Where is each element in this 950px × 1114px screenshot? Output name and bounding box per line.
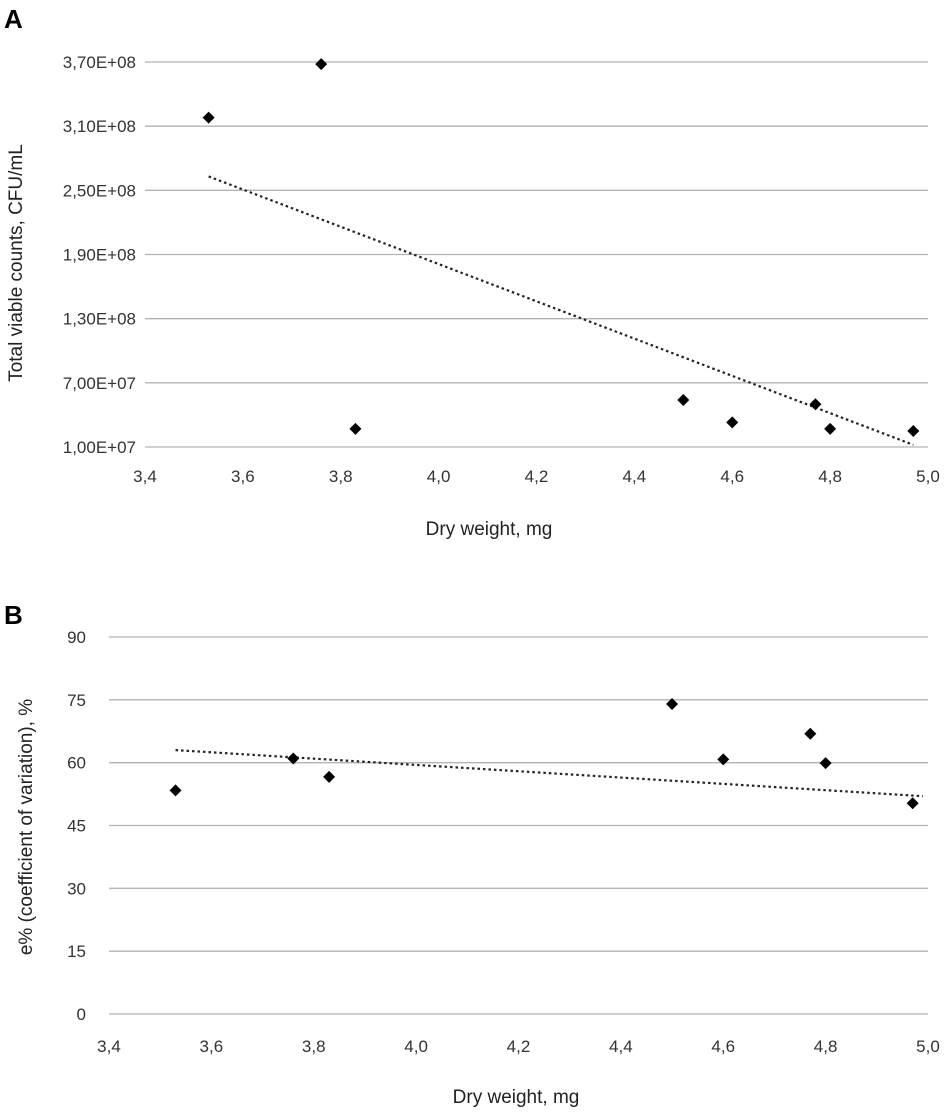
panel-a-x-tick-label: 3,4 (133, 467, 157, 486)
panel-a-data-point (824, 422, 837, 435)
panel-b-points (169, 698, 919, 810)
panel-a-points (202, 58, 920, 437)
panel-a-y-tick-label: 3,10E+08 (63, 117, 136, 136)
panel-b-trendline-group (175, 749, 923, 798)
panel-b-data-point (906, 797, 919, 810)
panel-a-y-tick-label: 1,30E+08 (63, 310, 136, 329)
panel-a-y-ticks: 1,00E+07 7,00E+07 1,30E+08 1,90E+08 2,50E+08… (63, 53, 136, 457)
panel-b-y-tick-label: 45 (67, 817, 86, 836)
panel-b-gridlines (109, 636, 928, 1015)
panel-a-data-point (907, 424, 920, 437)
panel-b-y-ticks: 0 15 30 45 60 75 90 (67, 628, 86, 1024)
panel-a-data-point (726, 416, 739, 429)
panel-b-x-tick-label: 4,4 (609, 1037, 633, 1056)
panel-a-x-tick-label: 4,0 (427, 467, 451, 486)
panel-b-data-point (323, 770, 336, 783)
panel-a-y-tick-label: 2,50E+08 (63, 181, 136, 200)
panel-a-letter: A (4, 4, 23, 34)
panel-b-x-tick-label: 5,0 (916, 1037, 940, 1056)
panel-a-trendline-group (208, 175, 914, 446)
panel-a-data-point (349, 422, 362, 435)
panel-a-data-point (202, 111, 215, 124)
panel-a-x-ticks: 3,4 3,6 3,8 4,0 4,2 4,4 4,6 4,8 5,0 (133, 467, 940, 486)
panel-a-y-axis-title: Total viable counts, CFU/mL (6, 144, 27, 382)
panel-b-letter: B (4, 600, 23, 630)
panel-a-x-tick-label: 5,0 (916, 467, 940, 486)
panel-a: A 1,00E+07 7,00E+07 1,30E+08 1,90E+08 2,50E+… (4, 4, 940, 540)
panel-a-x-tick-label: 4,8 (818, 467, 842, 486)
panel-b-trendline (175, 749, 923, 798)
panel-b-x-tick-label: 3,8 (302, 1037, 326, 1056)
panel-a-x-axis-title: Dry weight, mg (426, 519, 553, 540)
panel-a-x-tick-label: 4,2 (525, 467, 549, 486)
panel-b-y-tick-label: 90 (67, 628, 86, 647)
panel-a-x-tick-label: 4,4 (623, 467, 647, 486)
panel-a-data-point (809, 398, 822, 411)
panel-b-data-point (666, 698, 679, 711)
panel-b-x-ticks: 3,4 3,6 3,8 4,0 4,2 4,4 4,6 4,8 5,0 (97, 1037, 940, 1056)
panel-b-x-tick-label: 3,6 (200, 1037, 224, 1056)
panel-b-x-tick-label: 4,0 (404, 1037, 428, 1056)
panel-b-y-tick-label: 0 (77, 1005, 86, 1024)
panel-b-x-tick-label: 4,6 (711, 1037, 735, 1056)
panel-a-x-tick-label: 4,6 (720, 467, 744, 486)
panel-b-x-tick-label: 4,2 (507, 1037, 531, 1056)
panel-b-y-axis-title: e% (coefficient of variation), % (16, 699, 37, 955)
panel-b-y-tick-label: 75 (67, 691, 86, 710)
panel-b-data-point (169, 784, 182, 797)
panel-a-data-point (677, 393, 690, 406)
panel-a-y-tick-label: 1,00E+07 (63, 438, 136, 457)
panel-b-data-point (717, 753, 730, 766)
panel-a-y-tick-label: 3,70E+08 (63, 53, 136, 72)
panel-b-y-tick-label: 15 (67, 942, 86, 961)
panel-b-data-point (804, 727, 817, 740)
panel-b: B 0 15 30 45 60 75 90 3,4 3,6 3,8 4,0 4,2 4,4 4,6 4,8… (4, 600, 940, 1108)
panel-a-data-point (315, 58, 328, 71)
panel-a-x-tick-label: 3,6 (231, 467, 255, 486)
panel-a-x-tick-label: 3,8 (329, 467, 353, 486)
panel-b-x-tick-label: 4,8 (814, 1037, 838, 1056)
panel-b-x-tick-label: 3,4 (97, 1037, 121, 1056)
panel-a-y-tick-label: 7,00E+07 (63, 374, 136, 393)
panel-b-data-point (819, 757, 832, 770)
panel-a-trendline (208, 175, 914, 446)
panel-b-data-point (287, 752, 300, 765)
panel-a-y-tick-label: 1,90E+08 (63, 246, 136, 265)
panel-a-gridlines (145, 61, 928, 448)
panel-b-x-axis-title: Dry weight, mg (453, 1087, 580, 1108)
panel-b-y-tick-label: 30 (67, 879, 86, 898)
panel-b-y-tick-label: 60 (67, 754, 86, 773)
